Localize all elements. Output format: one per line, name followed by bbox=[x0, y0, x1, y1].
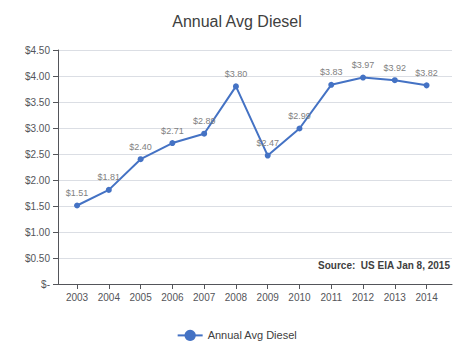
svg-text:$-: $- bbox=[41, 279, 50, 290]
svg-text:2007: 2007 bbox=[193, 292, 216, 303]
svg-text:2006: 2006 bbox=[161, 292, 184, 303]
svg-text:$3.83: $3.83 bbox=[320, 67, 343, 77]
svg-text:$2.00: $2.00 bbox=[25, 175, 50, 186]
svg-text:$4.00: $4.00 bbox=[25, 71, 50, 82]
svg-text:$2.71: $2.71 bbox=[161, 126, 184, 136]
svg-text:$1.81: $1.81 bbox=[98, 172, 121, 182]
svg-text:2010: 2010 bbox=[288, 292, 311, 303]
svg-text:2004: 2004 bbox=[98, 292, 121, 303]
svg-text:$4.50: $4.50 bbox=[25, 45, 50, 56]
svg-text:$1.51: $1.51 bbox=[66, 188, 89, 198]
svg-text:$2.99: $2.99 bbox=[288, 111, 311, 121]
svg-text:$3.82: $3.82 bbox=[415, 68, 438, 78]
svg-text:$2.89: $2.89 bbox=[193, 116, 216, 126]
svg-text:Source: US EIA Jan 8, 2015: Source: US EIA Jan 8, 2015 bbox=[318, 260, 450, 271]
svg-text:$1.50: $1.50 bbox=[25, 201, 50, 212]
svg-text:$1.00: $1.00 bbox=[25, 227, 50, 238]
svg-text:$2.50: $2.50 bbox=[25, 149, 50, 160]
svg-text:$3.80: $3.80 bbox=[225, 69, 248, 79]
svg-text:$2.47: $2.47 bbox=[256, 138, 279, 148]
svg-text:2012: 2012 bbox=[352, 292, 375, 303]
svg-text:2003: 2003 bbox=[66, 292, 89, 303]
svg-text:$0.50: $0.50 bbox=[25, 253, 50, 264]
svg-text:$3.97: $3.97 bbox=[352, 60, 375, 70]
svg-text:2008: 2008 bbox=[225, 292, 248, 303]
svg-text:2005: 2005 bbox=[129, 292, 152, 303]
svg-text:2009: 2009 bbox=[257, 292, 280, 303]
svg-text:$3.92: $3.92 bbox=[384, 63, 407, 73]
svg-text:2013: 2013 bbox=[384, 292, 407, 303]
svg-text:Annual Avg Diesel: Annual Avg Diesel bbox=[208, 329, 297, 341]
svg-text:2014: 2014 bbox=[415, 292, 438, 303]
svg-text:Annual Avg Diesel: Annual Avg Diesel bbox=[172, 13, 302, 30]
svg-text:$2.40: $2.40 bbox=[129, 142, 152, 152]
svg-text:$3.50: $3.50 bbox=[25, 97, 50, 108]
svg-text:$3.00: $3.00 bbox=[25, 123, 50, 134]
svg-text:2011: 2011 bbox=[321, 292, 343, 303]
